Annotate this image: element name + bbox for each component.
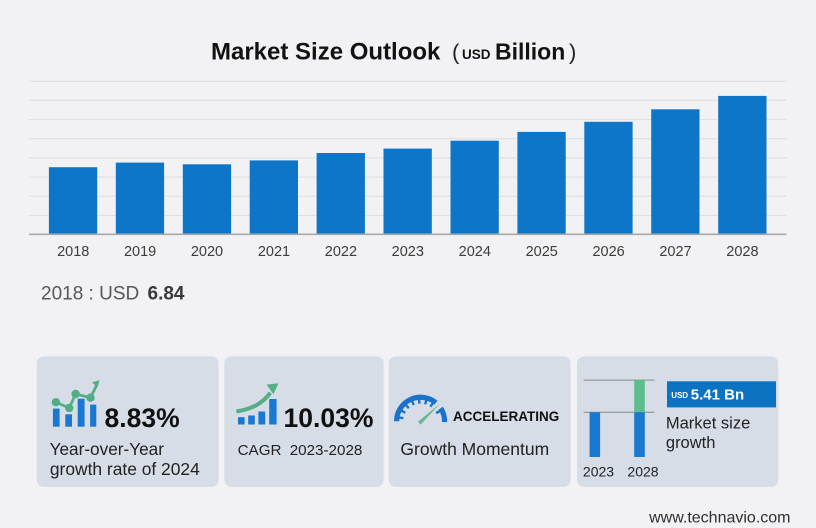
svg-text:(: ( (452, 40, 460, 65)
svg-text:2026: 2026 (592, 244, 624, 260)
svg-text:2018: 2018 (57, 244, 89, 260)
svg-text:Market Size Outlook: Market Size Outlook (211, 39, 441, 66)
svg-text:10.03%: 10.03% (284, 403, 374, 433)
svg-text:Billion: Billion (495, 39, 565, 65)
svg-text:CAGR 2023-2028: CAGR 2023-2028 (238, 442, 363, 459)
svg-text:USD: USD (462, 47, 491, 62)
svg-text:2021: 2021 (258, 244, 290, 260)
svg-text:Year-over-Year: Year-over-Year (50, 439, 165, 459)
svg-text:): ) (569, 40, 576, 65)
svg-text:Growth Momentum: Growth Momentum (400, 439, 549, 459)
svg-text:2019: 2019 (124, 244, 156, 260)
svg-text:2023: 2023 (583, 464, 614, 480)
svg-text:USD: USD (671, 391, 688, 400)
svg-text:www.technavio.com: www.technavio.com (648, 510, 790, 527)
svg-text:2027: 2027 (659, 244, 691, 260)
svg-text:2024: 2024 (459, 244, 491, 260)
svg-text:growth rate of 2024: growth rate of 2024 (50, 459, 200, 479)
svg-text:2028: 2028 (627, 464, 658, 480)
svg-text:2022: 2022 (325, 244, 357, 260)
svg-text:ACCELERATING: ACCELERATING (453, 409, 559, 424)
svg-text:Market size: Market size (666, 414, 750, 432)
svg-text:2018 : USD 6.84: 2018 : USD 6.84 (41, 284, 185, 305)
svg-text:2025: 2025 (526, 244, 558, 260)
svg-text:2028: 2028 (726, 244, 758, 260)
svg-text:2023: 2023 (392, 244, 424, 260)
svg-text:5.41 Bn: 5.41 Bn (691, 386, 744, 403)
svg-text:2020: 2020 (191, 244, 223, 260)
svg-text:growth: growth (666, 434, 716, 452)
svg-text:8.83%: 8.83% (105, 403, 180, 433)
